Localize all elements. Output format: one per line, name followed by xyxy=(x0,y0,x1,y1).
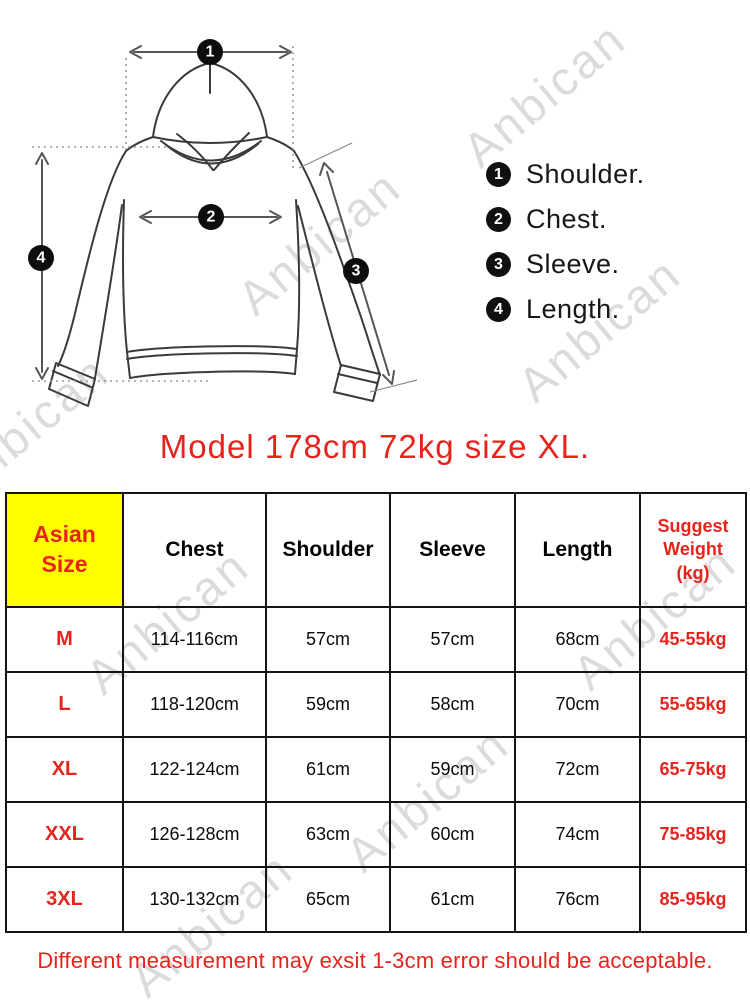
shoulder-value: 65cm xyxy=(265,866,391,933)
legend-number-badge: 4 xyxy=(486,297,511,322)
shoulder-value: 57cm xyxy=(265,606,391,673)
hoodie-drawing xyxy=(48,62,381,407)
hoodie-measurement-diagram: 1 2 3 4 xyxy=(28,39,418,407)
shoulder-value: 59cm xyxy=(265,671,391,738)
header-sleeve: Sleeve xyxy=(389,492,516,608)
weight-value: 85-95kg xyxy=(639,866,747,933)
size-row-3xl: 3XL 130-132cm 65cm 61cm 76cm 85-95kg xyxy=(5,866,747,933)
size-label: XL xyxy=(5,736,124,803)
size-label: M xyxy=(5,606,124,673)
weight-value: 75-85kg xyxy=(639,801,747,868)
disclaimer-text: Different measurement may exsit 1-3cm er… xyxy=(37,948,713,973)
legend-item-chest: 2 Chest. xyxy=(486,197,645,242)
sleeve-value: 58cm xyxy=(389,671,516,738)
size-table: Asian Size Chest Shoulder Sleeve Length … xyxy=(5,492,747,933)
chest-value: 126-128cm xyxy=(122,801,267,868)
sleeve-value: 60cm xyxy=(389,801,516,868)
size-row-l: L 118-120cm 59cm 58cm 70cm 55-65kg xyxy=(5,671,747,738)
measure-badge-3: 3 xyxy=(343,258,369,284)
legend-label: Sleeve. xyxy=(526,249,620,279)
size-label: L xyxy=(5,671,124,738)
weight-value: 65-75kg xyxy=(639,736,747,803)
length-value: 68cm xyxy=(514,606,641,673)
sleeve-extension-lines xyxy=(298,142,418,393)
chest-value: 118-120cm xyxy=(122,671,267,738)
size-label: 3XL xyxy=(5,866,124,933)
chest-value: 130-132cm xyxy=(122,866,267,933)
chest-value: 114-116cm xyxy=(122,606,267,673)
svg-text:1: 1 xyxy=(206,44,215,61)
header-length: Length xyxy=(514,492,641,608)
length-value: 74cm xyxy=(514,801,641,868)
legend-label: Chest. xyxy=(526,204,608,234)
size-row-xl: XL 122-124cm 61cm 59cm 72cm 65-75kg xyxy=(5,736,747,803)
svg-text:2: 2 xyxy=(207,209,216,226)
legend-label: Shoulder. xyxy=(526,159,645,189)
shoulder-value: 61cm xyxy=(265,736,391,803)
measurement-legend: 1 Shoulder. 2 Chest. 3 Sleeve. 4 Length. xyxy=(486,152,645,332)
legend-item-sleeve: 3 Sleeve. xyxy=(486,242,645,287)
header-asian-size: Asian Size xyxy=(5,492,124,608)
sleeve-value: 59cm xyxy=(389,736,516,803)
legend-number-badge: 1 xyxy=(486,162,511,187)
chest-value: 122-124cm xyxy=(122,736,267,803)
size-table-header-row: Asian Size Chest Shoulder Sleeve Length … xyxy=(5,492,747,608)
size-label: XXL xyxy=(5,801,124,868)
legend-label: Length. xyxy=(526,294,620,324)
model-info-text: Model 178cm 72kg size XL. xyxy=(159,428,591,465)
length-value: 76cm xyxy=(514,866,641,933)
header-shoulder: Shoulder xyxy=(265,492,391,608)
legend-item-shoulder: 1 Shoulder. xyxy=(486,152,645,197)
shoulder-value: 63cm xyxy=(265,801,391,868)
header-chest: Chest xyxy=(122,492,267,608)
svg-text:3: 3 xyxy=(352,263,361,280)
sleeve-value: 57cm xyxy=(389,606,516,673)
length-value: 70cm xyxy=(514,671,641,738)
legend-number-badge: 3 xyxy=(486,252,511,277)
size-row-xxl: XXL 126-128cm 63cm 60cm 74cm 75-85kg xyxy=(5,801,747,868)
length-value: 72cm xyxy=(514,736,641,803)
header-suggest-weight: Suggest Weight (kg) xyxy=(639,492,747,608)
sleeve-value: 61cm xyxy=(389,866,516,933)
measurement-guides xyxy=(32,46,294,382)
legend-item-length: 4 Length. xyxy=(486,287,645,332)
measure-badge-2: 2 xyxy=(198,204,224,230)
legend-number-badge: 2 xyxy=(486,207,511,232)
measure-badge-1: 1 xyxy=(197,39,223,65)
svg-text:4: 4 xyxy=(37,250,46,267)
measure-badge-4: 4 xyxy=(28,245,54,271)
weight-value: 45-55kg xyxy=(639,606,747,673)
weight-value: 55-65kg xyxy=(639,671,747,738)
size-row-m: M 114-116cm 57cm 57cm 68cm 45-55kg xyxy=(5,606,747,673)
